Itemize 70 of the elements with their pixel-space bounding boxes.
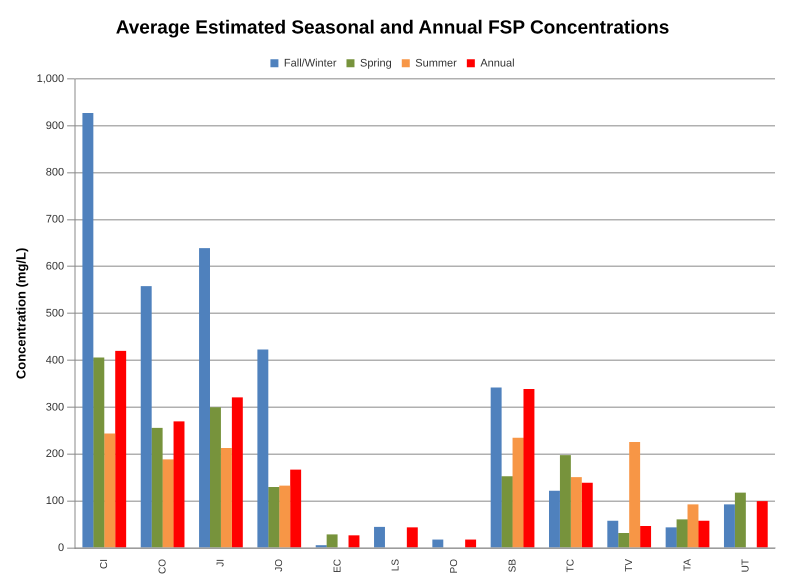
bar [560,455,571,548]
y-tick-label: 500 [46,307,64,320]
bar [290,470,302,548]
x-tick-label: TC [566,559,577,572]
bar [104,434,116,548]
chart-title: Average Estimated Seasonal and Annual FSP Concentrations [116,18,670,39]
bar [152,428,163,548]
bar [756,501,768,548]
bar [220,448,232,548]
x-tick-label: PO [448,558,460,574]
bar [734,492,746,548]
bar [232,397,243,548]
y-tick-label: 900 [46,120,64,132]
legend-label: Annual [480,57,515,70]
x-tick-label: CO [157,558,168,574]
y-tick-label: 400 [46,354,64,366]
bar [162,459,174,548]
bar [199,248,210,548]
bar [523,388,534,548]
bar [607,520,618,548]
y-axis-title: Concentration (mg/L) [13,248,28,380]
bar [406,527,418,548]
bar [490,388,502,548]
bar [698,520,710,548]
y-tick-label: 100 [46,495,64,508]
bar [465,540,476,548]
bar [257,350,268,548]
y-tick-label: 600 [46,260,64,273]
y-tick-label: 700 [46,214,64,226]
bar [82,113,94,548]
y-tick-label: 200 [46,448,64,460]
x-tick-label: UT [740,559,752,572]
legend-label: Spring [360,57,392,70]
bar [724,504,735,548]
x-tick-label: TA [682,558,694,572]
legend-label: Fall/Winter [284,57,337,70]
bar [629,442,640,548]
x-tick-label: JO [274,558,286,572]
bar [140,286,152,548]
bar [326,534,338,548]
bar [549,490,560,548]
x-tick-label: JI [216,559,227,567]
bar [374,526,385,548]
x-tick-label: CI [99,559,110,569]
legend-label: Summer [415,57,458,70]
bar [268,487,280,548]
x-tick-label: EC [332,559,344,573]
y-tick-label: 1,000 [36,72,64,85]
bar [570,477,582,548]
y-tick-label: 0 [58,542,64,554]
bar [432,540,444,548]
bar [93,358,104,548]
bar [676,519,688,548]
x-tick-label: LS [390,558,402,572]
bar [688,504,698,548]
bar [666,527,677,548]
bar [502,476,513,548]
bar [279,486,290,548]
x-tick-label: TV [624,558,635,572]
bar [640,526,652,548]
x-tick-label: SB [507,558,518,572]
bar [115,350,126,548]
bar [618,532,630,548]
bar [174,421,184,548]
bar [512,438,524,548]
y-tick-label: 800 [46,166,64,179]
y-tick-label: 300 [46,401,64,414]
bar [210,407,221,548]
bar [348,535,360,548]
bar [582,482,593,548]
